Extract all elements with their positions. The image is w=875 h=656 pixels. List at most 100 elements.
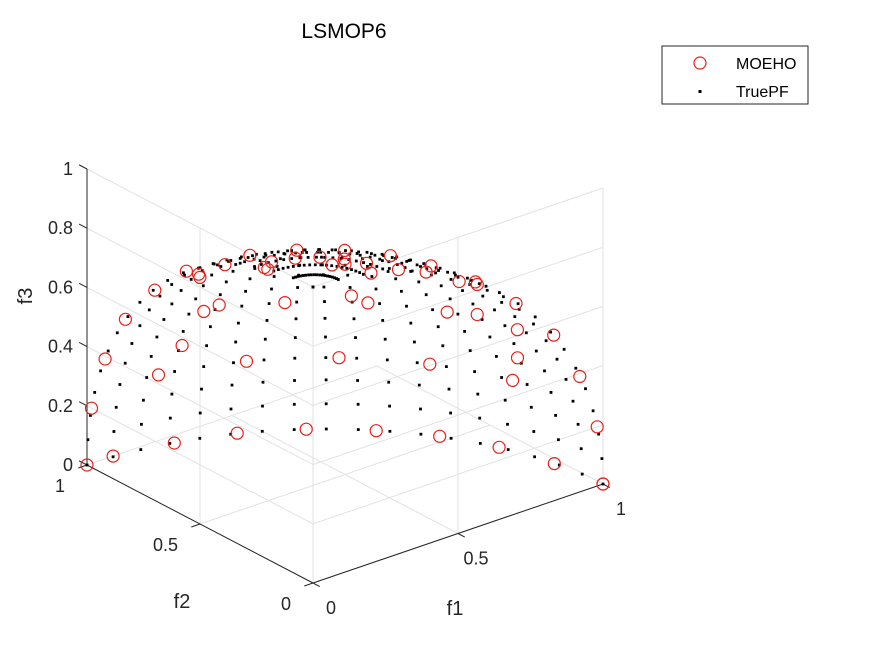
moeho-point bbox=[218, 258, 232, 272]
truepf-point bbox=[409, 321, 413, 325]
tick-label-f1: 0 bbox=[326, 598, 336, 618]
truepf-point bbox=[232, 361, 235, 365]
truepf-point bbox=[200, 269, 204, 272]
truepf-point bbox=[294, 251, 298, 255]
truepf-point bbox=[532, 430, 536, 433]
truepf-point bbox=[260, 429, 264, 433]
moeho-point bbox=[197, 304, 211, 318]
truepf-point bbox=[261, 380, 265, 384]
truepf-point bbox=[557, 438, 560, 442]
tick-mark-f1 bbox=[457, 533, 466, 538]
truepf-point bbox=[388, 404, 391, 408]
truepf-point bbox=[168, 442, 172, 445]
truepf-point bbox=[335, 277, 338, 280]
truepf-point bbox=[324, 378, 328, 382]
truepf-point bbox=[114, 405, 118, 409]
truepf-point bbox=[166, 279, 170, 282]
truepf-point bbox=[446, 270, 449, 274]
moeho-point bbox=[299, 422, 313, 436]
truepf-point bbox=[506, 422, 509, 426]
moeho-point bbox=[179, 264, 193, 278]
truepf-point bbox=[495, 355, 498, 358]
moeho-point bbox=[391, 263, 406, 277]
truepf-point bbox=[321, 263, 324, 267]
tick-mark-f2 bbox=[304, 582, 314, 587]
truepf-point bbox=[294, 275, 297, 279]
truepf-point bbox=[244, 289, 247, 293]
moeho-point bbox=[596, 477, 610, 491]
truepf-point bbox=[303, 248, 307, 252]
axis-label-f2: f2 bbox=[174, 591, 191, 613]
truepf-point bbox=[405, 260, 409, 263]
truepf-point bbox=[445, 365, 448, 368]
truepf-point bbox=[330, 275, 334, 279]
moeho-point bbox=[573, 369, 587, 384]
moeho-point bbox=[239, 354, 254, 368]
truepf-point bbox=[503, 324, 507, 328]
truepf-point bbox=[600, 457, 604, 460]
truepf-point bbox=[240, 304, 244, 308]
truepf-point bbox=[259, 263, 263, 266]
truepf-point bbox=[209, 325, 212, 329]
legend: MOEHO TruePF bbox=[661, 45, 809, 105]
truepf-point bbox=[439, 284, 443, 288]
grid-line bbox=[86, 346, 314, 466]
truepf-point bbox=[292, 402, 296, 406]
truepf-point bbox=[267, 302, 271, 305]
truepf-point bbox=[330, 264, 334, 268]
truepf-point bbox=[419, 407, 422, 411]
truepf-point bbox=[253, 265, 256, 268]
truepf-point bbox=[293, 336, 297, 339]
truepf-point bbox=[240, 255, 243, 259]
truepf-point bbox=[331, 256, 335, 260]
moeho-point bbox=[332, 351, 346, 365]
truepf-point bbox=[237, 321, 240, 325]
truepf-point bbox=[170, 283, 174, 286]
truepf-point bbox=[305, 251, 308, 254]
moeho-point bbox=[590, 420, 604, 434]
truepf-point bbox=[295, 300, 299, 304]
truepf-point bbox=[194, 297, 198, 301]
truepf-point bbox=[230, 383, 234, 387]
truepf-point bbox=[375, 265, 379, 268]
truepf-point bbox=[292, 428, 296, 431]
tick-label-f3: 0.6 bbox=[48, 277, 73, 297]
truepf-point bbox=[533, 455, 536, 459]
truepf-point bbox=[324, 427, 328, 431]
truepf-point bbox=[302, 263, 306, 267]
truepf-point bbox=[86, 438, 90, 442]
truepf-point bbox=[317, 248, 320, 251]
moeho-point bbox=[325, 258, 339, 272]
truepf-point bbox=[139, 448, 143, 451]
truepf-point bbox=[140, 422, 143, 426]
truepf-point bbox=[354, 336, 357, 339]
truepf-point bbox=[323, 316, 327, 320]
truepf-point bbox=[151, 288, 155, 292]
truepf-point bbox=[323, 256, 327, 259]
truepf-point bbox=[415, 263, 419, 267]
tick-label-f1: 0.5 bbox=[463, 549, 488, 569]
truepf-point bbox=[356, 379, 359, 382]
truepf-point bbox=[350, 249, 353, 253]
grid-line bbox=[376, 365, 604, 485]
truepf-point bbox=[275, 265, 279, 268]
moeho-point bbox=[509, 296, 523, 311]
truepf-point bbox=[417, 280, 421, 284]
truepf-point bbox=[123, 361, 127, 365]
truepf-point bbox=[181, 330, 185, 333]
truepf-point bbox=[597, 432, 600, 436]
truepf-point bbox=[381, 319, 385, 322]
truepf-point bbox=[480, 318, 484, 321]
truepf-point bbox=[229, 259, 233, 262]
truepf-point bbox=[419, 265, 422, 268]
truepf-point bbox=[554, 414, 557, 417]
truepf-point bbox=[383, 337, 387, 341]
truepf-point bbox=[456, 275, 460, 279]
truepf-point bbox=[374, 287, 378, 291]
moeho-point bbox=[470, 307, 484, 322]
truepf-point bbox=[262, 255, 266, 259]
truepf-point bbox=[524, 331, 528, 335]
truepf-point bbox=[517, 307, 521, 311]
truepf-point bbox=[441, 344, 445, 348]
truepf-point bbox=[500, 376, 503, 379]
